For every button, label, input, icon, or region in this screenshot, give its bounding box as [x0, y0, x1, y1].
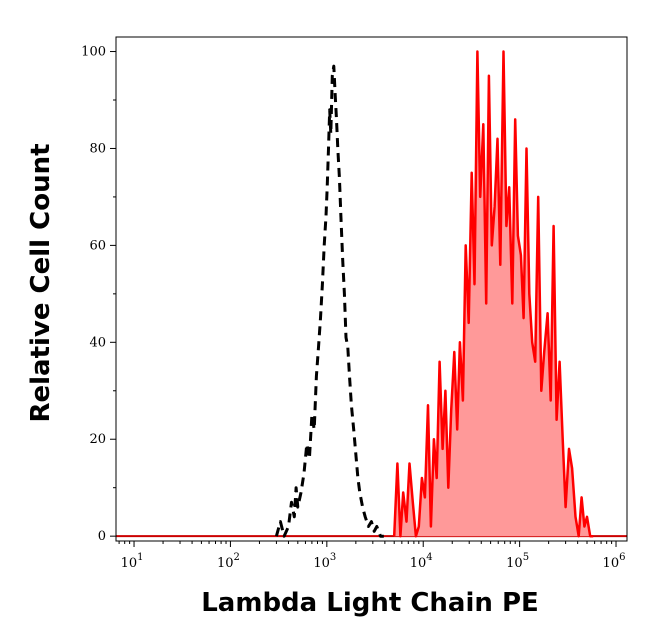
series-1-fill [394, 51, 594, 537]
y-tick-label: 80 [89, 141, 106, 156]
plot-area [116, 50, 627, 538]
series-0-line [274, 64, 384, 538]
axis-ticks: 0 20 40 60 80 100 101 102 103 104 105 106 [81, 45, 625, 571]
y-tick-label: 40 [89, 335, 106, 350]
axes-frame [115, 36, 628, 542]
y-tick-label: 100 [81, 45, 106, 60]
series-1-line [392, 50, 594, 538]
x-tick-label: 105 [506, 552, 529, 571]
x-tick-label: 103 [313, 552, 336, 571]
y-axis-title: Relative Cell Count [26, 143, 56, 422]
y-tick-label: 60 [89, 238, 106, 253]
y-tick-label: 0 [98, 529, 106, 544]
x-tick-label: 102 [217, 552, 240, 571]
x-axis-title: Lambda Light Chain PE [201, 588, 539, 618]
y-tick-label: 20 [89, 432, 106, 447]
x-tick-label: 104 [410, 552, 433, 571]
plot-frame [115, 36, 628, 542]
x-tick-label: 101 [121, 552, 144, 571]
x-tick-label: 106 [603, 552, 626, 571]
